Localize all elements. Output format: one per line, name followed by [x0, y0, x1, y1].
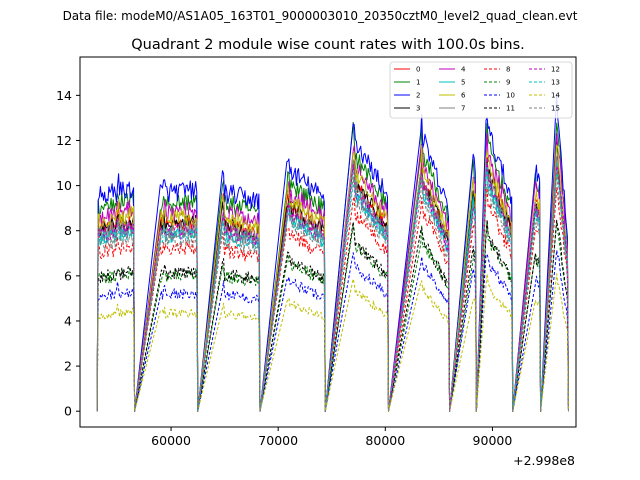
series-line-11 — [96, 219, 569, 412]
suptitle: Data file: modeM0/AS1A05_163T01_90000030… — [63, 9, 578, 23]
series-line-12 — [96, 157, 569, 412]
legend-label-3: 3 — [416, 105, 420, 113]
x-tick-label: 70000 — [258, 433, 298, 448]
legend-label-11: 11 — [506, 105, 515, 113]
y-tick-label: 2 — [64, 359, 72, 374]
legend-frame — [389, 61, 573, 119]
legend-label-10: 10 — [506, 92, 515, 100]
y-tick-label: 6 — [64, 268, 72, 283]
y-tick-label: 8 — [64, 223, 72, 238]
series-layer — [96, 92, 569, 412]
legend-label-14: 14 — [551, 92, 560, 100]
x-offset-label: +2.998e8 — [513, 453, 575, 468]
y-tick-label: 14 — [56, 88, 72, 103]
series-line-10 — [96, 249, 569, 412]
x-tick-label: 60000 — [151, 433, 191, 448]
legend-label-9: 9 — [506, 79, 510, 87]
legend-label-7: 7 — [461, 105, 465, 113]
chart-title: Quadrant 2 module wise count rates with … — [131, 37, 525, 53]
legend-label-13: 13 — [551, 79, 560, 87]
y-tick-label: 12 — [56, 133, 72, 148]
y-tick-label: 10 — [56, 178, 72, 193]
series-line-8 — [96, 187, 569, 412]
y-tick-label: 4 — [64, 313, 72, 328]
legend-label-1: 1 — [416, 79, 420, 87]
x-tick-label: 80000 — [365, 433, 405, 448]
legend-label-4: 4 — [461, 66, 466, 74]
x-tick-label: 90000 — [473, 433, 513, 448]
legend-label-8: 8 — [506, 66, 510, 74]
series-line-9 — [96, 220, 569, 412]
legend-label-5: 5 — [461, 79, 465, 87]
legend-label-6: 6 — [461, 92, 466, 100]
legend-label-15: 15 — [551, 105, 560, 113]
series-line-15 — [96, 170, 569, 412]
legend-label-0: 0 — [416, 66, 420, 74]
legend-label-2: 2 — [416, 92, 420, 100]
plot-frame — [79, 56, 577, 428]
legend-label-12: 12 — [551, 66, 560, 74]
axis-ticks: 60000 70000 80000 90000 0 2 4 6 8 10 12 14 — [56, 88, 512, 448]
series-line-6 — [96, 144, 569, 412]
series-line-14 — [96, 273, 569, 412]
y-tick-label: 0 — [64, 404, 72, 419]
